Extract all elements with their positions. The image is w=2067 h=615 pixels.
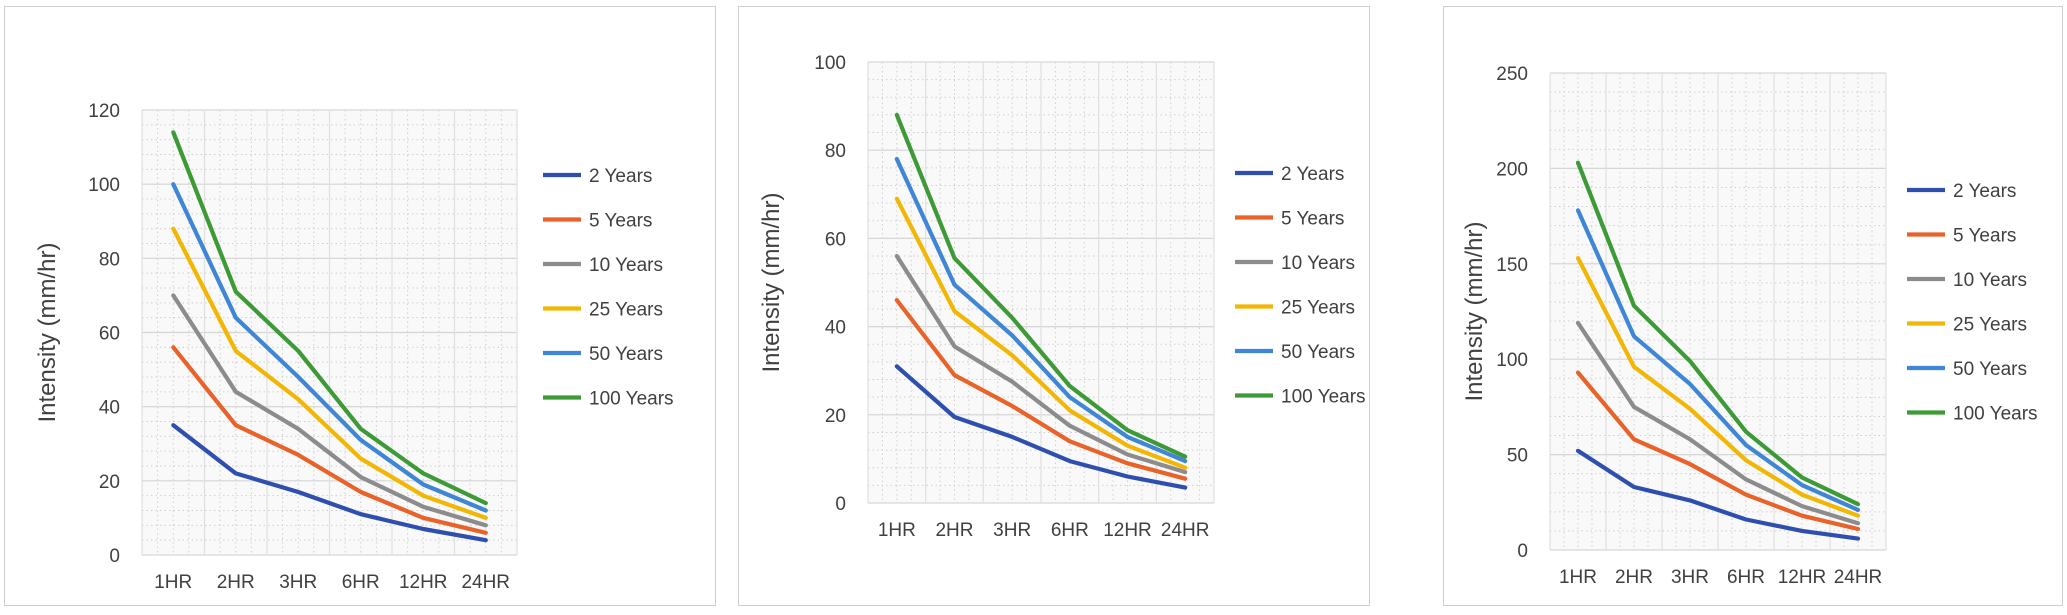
- y-tick-label: 200: [1496, 159, 1528, 180]
- x-tick-label: 24HR: [1161, 520, 1210, 541]
- x-tick-label: 6HR: [342, 572, 380, 593]
- y-tick-label: 100: [1496, 350, 1528, 371]
- chart-3: 0 50 100 150 200 250 1HR 2HR 3HR 6HR 12HR 24HR Inten…: [1461, 64, 2038, 588]
- chart-2: 0 20 40 60 80 100 1HR 2HR 3HR 6HR 12HR 24HR Intensit…: [758, 53, 1366, 541]
- chart-1: 0 20 40 60 80 100 120 1HR 2HR 3HR 6HR 12HR 24HR Inten…: [34, 101, 674, 593]
- chart-panel-2: 0 20 40 60 80 100 1HR 2HR 3HR 6HR 12HR 24HR Intensit…: [738, 6, 1370, 606]
- legend-label: 2 Years: [1281, 164, 1344, 185]
- legend-label: 2 Years: [1953, 181, 2016, 202]
- series-line-2-years: [1575, 448, 1861, 541]
- legend-label: 50 Years: [589, 344, 663, 365]
- legend-label: 5 Years: [1953, 226, 2016, 247]
- legend-label: 5 Years: [1281, 209, 1344, 230]
- y-tick-label: 150: [1496, 255, 1528, 276]
- y-tick-label: 40: [825, 318, 846, 339]
- series-line-50-years: [1575, 208, 1861, 512]
- x-tick-label: 3HR: [1671, 567, 1709, 588]
- series-line-5-years: [171, 345, 488, 535]
- x-tick-label: 1HR: [1559, 567, 1597, 588]
- x-tick-label: 3HR: [279, 572, 317, 593]
- x-tick-label: 1HR: [154, 572, 192, 593]
- y-axis-label: Intensity (mm/hr): [1461, 221, 1488, 401]
- y-tick-label: 80: [825, 141, 846, 162]
- y-axis-label: Intensity (mm/hr): [34, 242, 61, 422]
- y-tick-label: 120: [88, 101, 120, 122]
- legend-label: 100 Years: [1953, 404, 2038, 425]
- y-axis-label: Intensity (mm/hr): [758, 192, 785, 372]
- series-line-25-years: [171, 226, 488, 520]
- y-tick-label: 80: [99, 249, 120, 270]
- legend-label: 10 Years: [1281, 253, 1355, 274]
- series-line-25-years: [894, 196, 1188, 470]
- series-line-50-years: [894, 156, 1188, 464]
- series-line-10-years: [1575, 320, 1861, 526]
- legend-label: 25 Years: [1281, 298, 1355, 319]
- y-tick-label: 100: [88, 175, 120, 196]
- series-line-2-years: [171, 423, 488, 543]
- series-line-50-years: [171, 182, 488, 513]
- x-tick-label: 24HR: [1834, 567, 1883, 588]
- series-line-5-years: [1575, 370, 1861, 532]
- x-tick-label: 12HR: [1778, 567, 1827, 588]
- series-line-100-years: [171, 130, 488, 506]
- y-tick-label: 0: [835, 494, 846, 515]
- series-line-10-years: [171, 293, 488, 528]
- y-tick-label: 250: [1496, 64, 1528, 85]
- x-tick-label: 6HR: [1727, 567, 1765, 588]
- y-tick-label: 60: [825, 229, 846, 250]
- y-tick-label: 0: [109, 546, 120, 567]
- x-tick-label: 2HR: [217, 572, 255, 593]
- y-tick-label: 60: [99, 324, 120, 345]
- y-tick-label: 50: [1507, 446, 1528, 467]
- legend-label: 10 Years: [589, 255, 663, 276]
- x-tick-label: 12HR: [399, 572, 448, 593]
- series-line-10-years: [894, 253, 1188, 475]
- series-line-25-years: [1575, 256, 1861, 518]
- legend-label: 25 Years: [1953, 315, 2027, 336]
- x-tick-label: 12HR: [1103, 520, 1152, 541]
- legend-label: 100 Years: [1281, 387, 1366, 408]
- y-tick-label: 100: [814, 53, 846, 74]
- y-tick-label: 0: [1517, 541, 1528, 562]
- series-line-100-years: [1575, 160, 1861, 507]
- legend-label: 50 Years: [1953, 359, 2027, 380]
- x-tick-label: 24HR: [461, 572, 510, 593]
- x-tick-label: 6HR: [1051, 520, 1089, 541]
- chart-panel-3: 0 50 100 150 200 250 1HR 2HR 3HR 6HR 12HR 24HR Inten…: [1443, 6, 2063, 606]
- x-tick-label: 2HR: [1615, 567, 1653, 588]
- series-line-2-years: [894, 364, 1188, 490]
- y-tick-label: 20: [99, 472, 120, 493]
- y-tick-label: 40: [99, 398, 120, 419]
- legend-label: 5 Years: [589, 211, 652, 232]
- legend-label: 10 Years: [1953, 270, 2027, 291]
- x-tick-label: 3HR: [993, 520, 1031, 541]
- x-tick-label: 2HR: [935, 520, 973, 541]
- x-tick-label: 1HR: [878, 520, 916, 541]
- series-line-100-years: [894, 112, 1188, 459]
- legend-label: 2 Years: [589, 166, 652, 187]
- chart-panel-1: 0 20 40 60 80 100 120 1HR 2HR 3HR 6HR 12HR 24HR Inten…: [4, 6, 716, 606]
- y-tick-label: 20: [825, 406, 846, 427]
- series-line-5-years: [894, 298, 1188, 481]
- legend-label: 100 Years: [589, 389, 674, 410]
- legend-label: 50 Years: [1281, 342, 1355, 363]
- legend-label: 25 Years: [589, 300, 663, 321]
